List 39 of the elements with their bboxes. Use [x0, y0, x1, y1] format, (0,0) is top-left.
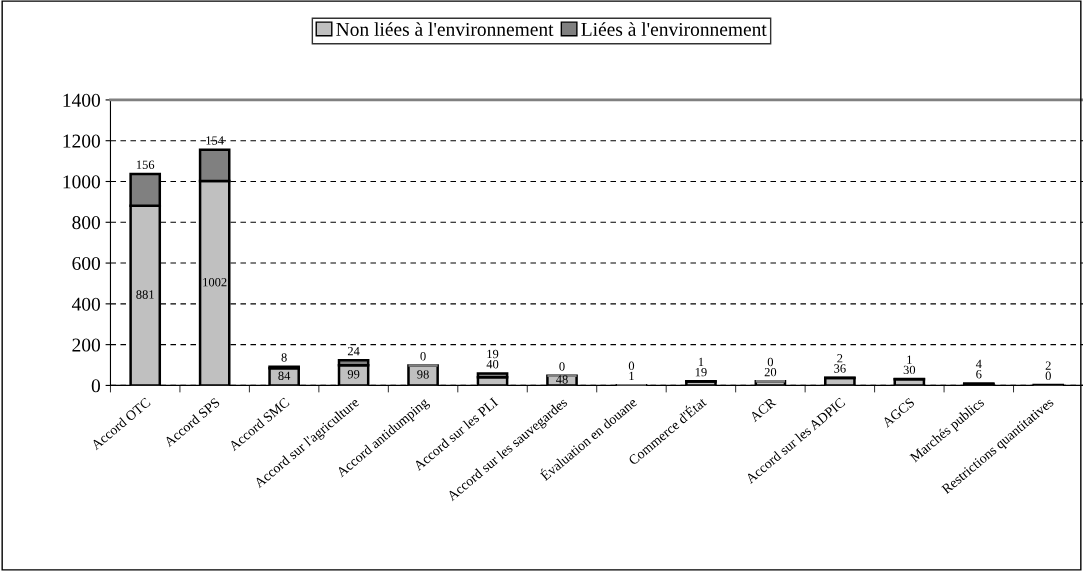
data-label: 1: [698, 357, 704, 367]
legend-label: Liées à l'environnement: [581, 22, 767, 36]
data-label: 2: [1045, 361, 1051, 370]
data-label: 48: [555, 375, 568, 384]
x-tick-label: ACR: [748, 396, 777, 423]
data-label: 156: [136, 160, 155, 169]
data-label: 881: [136, 290, 154, 299]
data-label: 30: [903, 365, 916, 375]
y-tick-label: 400: [71, 297, 100, 311]
data-label: 0: [559, 362, 565, 371]
data-label: 0: [628, 361, 635, 371]
data-label: 1: [907, 355, 912, 364]
legend-label: Non liées à l'environnement: [336, 22, 554, 36]
data-label: 154: [206, 136, 224, 145]
data-label: 0: [420, 352, 426, 361]
data-label: 98: [417, 370, 429, 379]
data-label: 99: [347, 370, 360, 379]
data-label: 1002: [203, 277, 227, 287]
data-label: 0: [1045, 371, 1051, 381]
data-label: 24: [347, 346, 360, 356]
y-tick-label: 200: [72, 338, 100, 352]
data-label: 19: [487, 349, 499, 359]
y-tick-label: 600: [72, 256, 100, 271]
data-label: 20: [764, 367, 777, 377]
y-tick-label: 0: [91, 379, 100, 393]
data-label: 40: [486, 359, 499, 369]
data-label: 2: [837, 354, 843, 363]
y-tick-label: 1400: [63, 93, 100, 107]
y-tick-label: 800: [72, 216, 100, 230]
data-label: 0: [767, 357, 774, 367]
data-label: 1: [629, 371, 634, 381]
data-label: 19: [695, 367, 707, 377]
data-label: 4: [975, 359, 982, 369]
data-label: 84: [278, 371, 291, 380]
y-tick-label: 1000: [63, 175, 100, 189]
data-label: 6: [976, 370, 982, 379]
data-label: 36: [834, 364, 846, 373]
data-label: 8: [281, 353, 287, 362]
y-tick-label: 1200: [63, 134, 100, 148]
